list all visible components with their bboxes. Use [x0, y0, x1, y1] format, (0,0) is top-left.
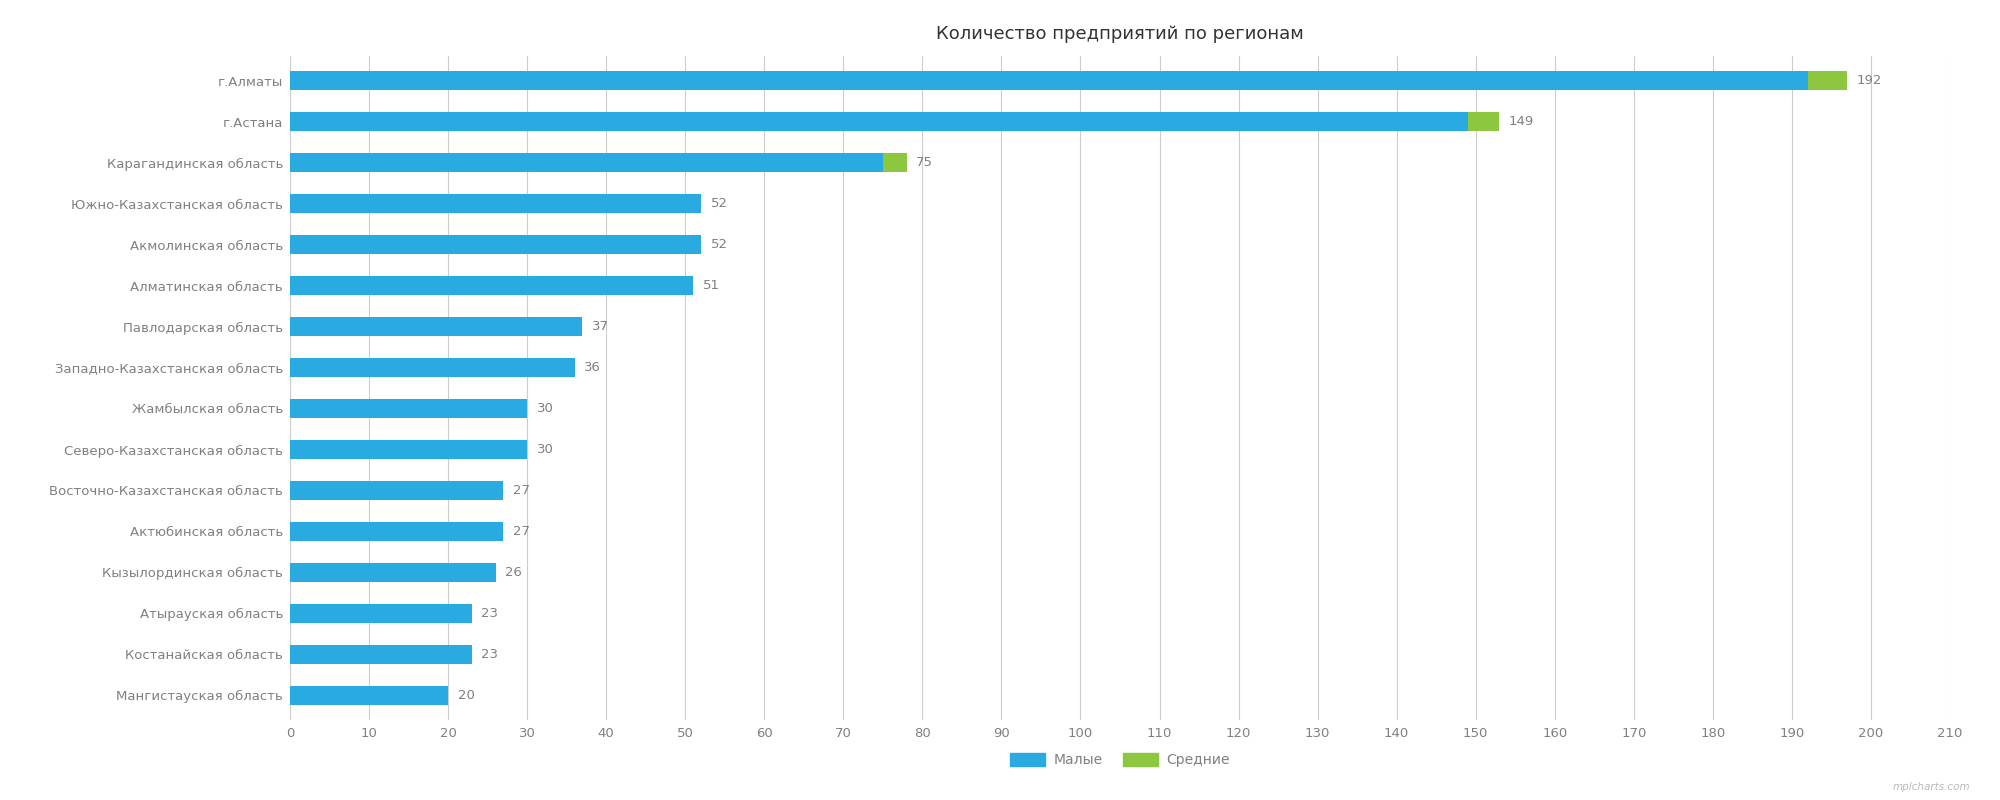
- Bar: [290, 482, 504, 500]
- Text: 27: 27: [512, 484, 530, 497]
- Text: 30: 30: [536, 402, 554, 415]
- Bar: [290, 358, 574, 377]
- Text: 30: 30: [536, 443, 554, 456]
- Bar: [290, 604, 472, 622]
- Bar: [1468, 112, 1500, 131]
- Text: 75: 75: [916, 156, 934, 169]
- Text: 51: 51: [702, 279, 720, 292]
- Title: Количество предприятий по регионам: Количество предприятий по регионам: [936, 26, 1304, 43]
- Bar: [290, 71, 1808, 90]
- Bar: [290, 563, 496, 582]
- Bar: [882, 154, 906, 172]
- Text: 23: 23: [482, 607, 498, 620]
- Bar: [290, 645, 472, 664]
- Text: 20: 20: [458, 689, 474, 702]
- Text: 36: 36: [584, 361, 600, 374]
- Bar: [290, 686, 448, 705]
- Text: 149: 149: [1508, 115, 1534, 128]
- Bar: [290, 276, 694, 294]
- Bar: [290, 194, 702, 213]
- Bar: [290, 318, 582, 336]
- Bar: [290, 112, 1468, 131]
- Text: 52: 52: [710, 197, 728, 210]
- Text: 26: 26: [506, 566, 522, 579]
- Bar: [290, 440, 528, 458]
- Text: 192: 192: [1856, 74, 1882, 87]
- Text: 27: 27: [512, 525, 530, 538]
- Legend: Малые, Средние: Малые, Средние: [1004, 748, 1236, 773]
- Text: 23: 23: [482, 648, 498, 661]
- Text: mplcharts.com: mplcharts.com: [1892, 782, 1970, 792]
- Bar: [290, 399, 528, 418]
- Bar: [1808, 71, 1848, 90]
- Bar: [290, 235, 702, 254]
- Bar: [290, 522, 504, 541]
- Text: 37: 37: [592, 320, 608, 333]
- Text: 52: 52: [710, 238, 728, 251]
- Bar: [290, 154, 882, 172]
